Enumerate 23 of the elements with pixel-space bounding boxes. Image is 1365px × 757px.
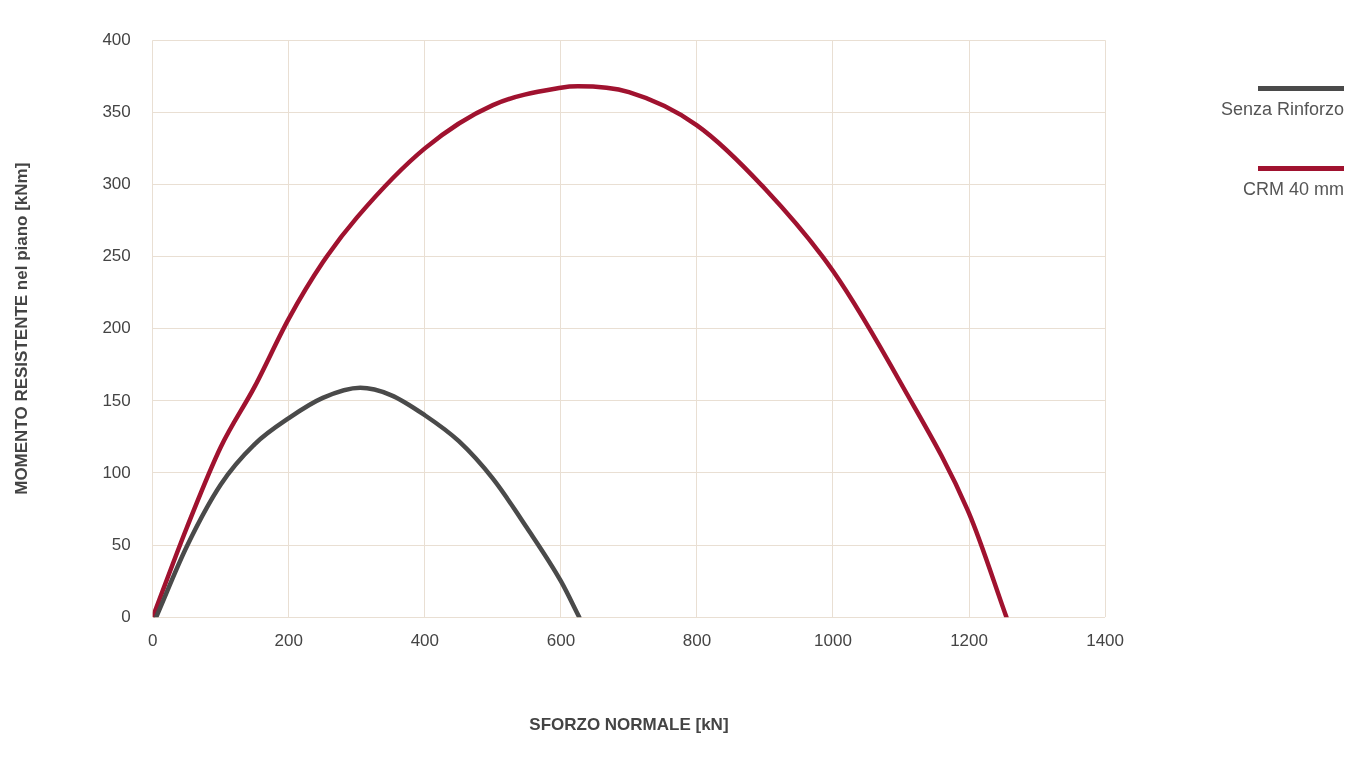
y-axis-title: MOMENTO RESISTENTE nel piano [kNm] [11, 162, 31, 495]
legend-label: CRM 40 mm [1242, 179, 1344, 200]
y-tick-label: 350 [102, 102, 131, 122]
legend-label: Senza Rinforzo [1219, 99, 1344, 120]
y-tick-label: 400 [102, 29, 131, 49]
x-tick-label: 1200 [950, 631, 988, 651]
line-series [152, 84, 1009, 618]
y-tick-label: 300 [102, 174, 131, 194]
y-tick-label: 250 [102, 246, 131, 266]
y-tick-label: 50 [111, 534, 131, 554]
x-tick-label: 800 [682, 631, 712, 651]
x-tick-label: 600 [546, 631, 576, 651]
x-tick-label: 1000 [814, 631, 852, 651]
x-tick-label: 200 [274, 631, 303, 651]
x-axis-title: SFORZO NORMALE [kN] [529, 715, 729, 735]
x-tick-label: 0 [148, 631, 158, 651]
x-tick-label: 1400 [1086, 631, 1124, 651]
y-tick-label: 100 [102, 462, 131, 482]
y-tick-label: 0 [121, 606, 131, 626]
line-series [153, 385, 582, 618]
x-tick-label: 400 [410, 631, 440, 651]
y-tick-label: 200 [102, 318, 131, 338]
y-tick-label: 150 [102, 390, 131, 410]
